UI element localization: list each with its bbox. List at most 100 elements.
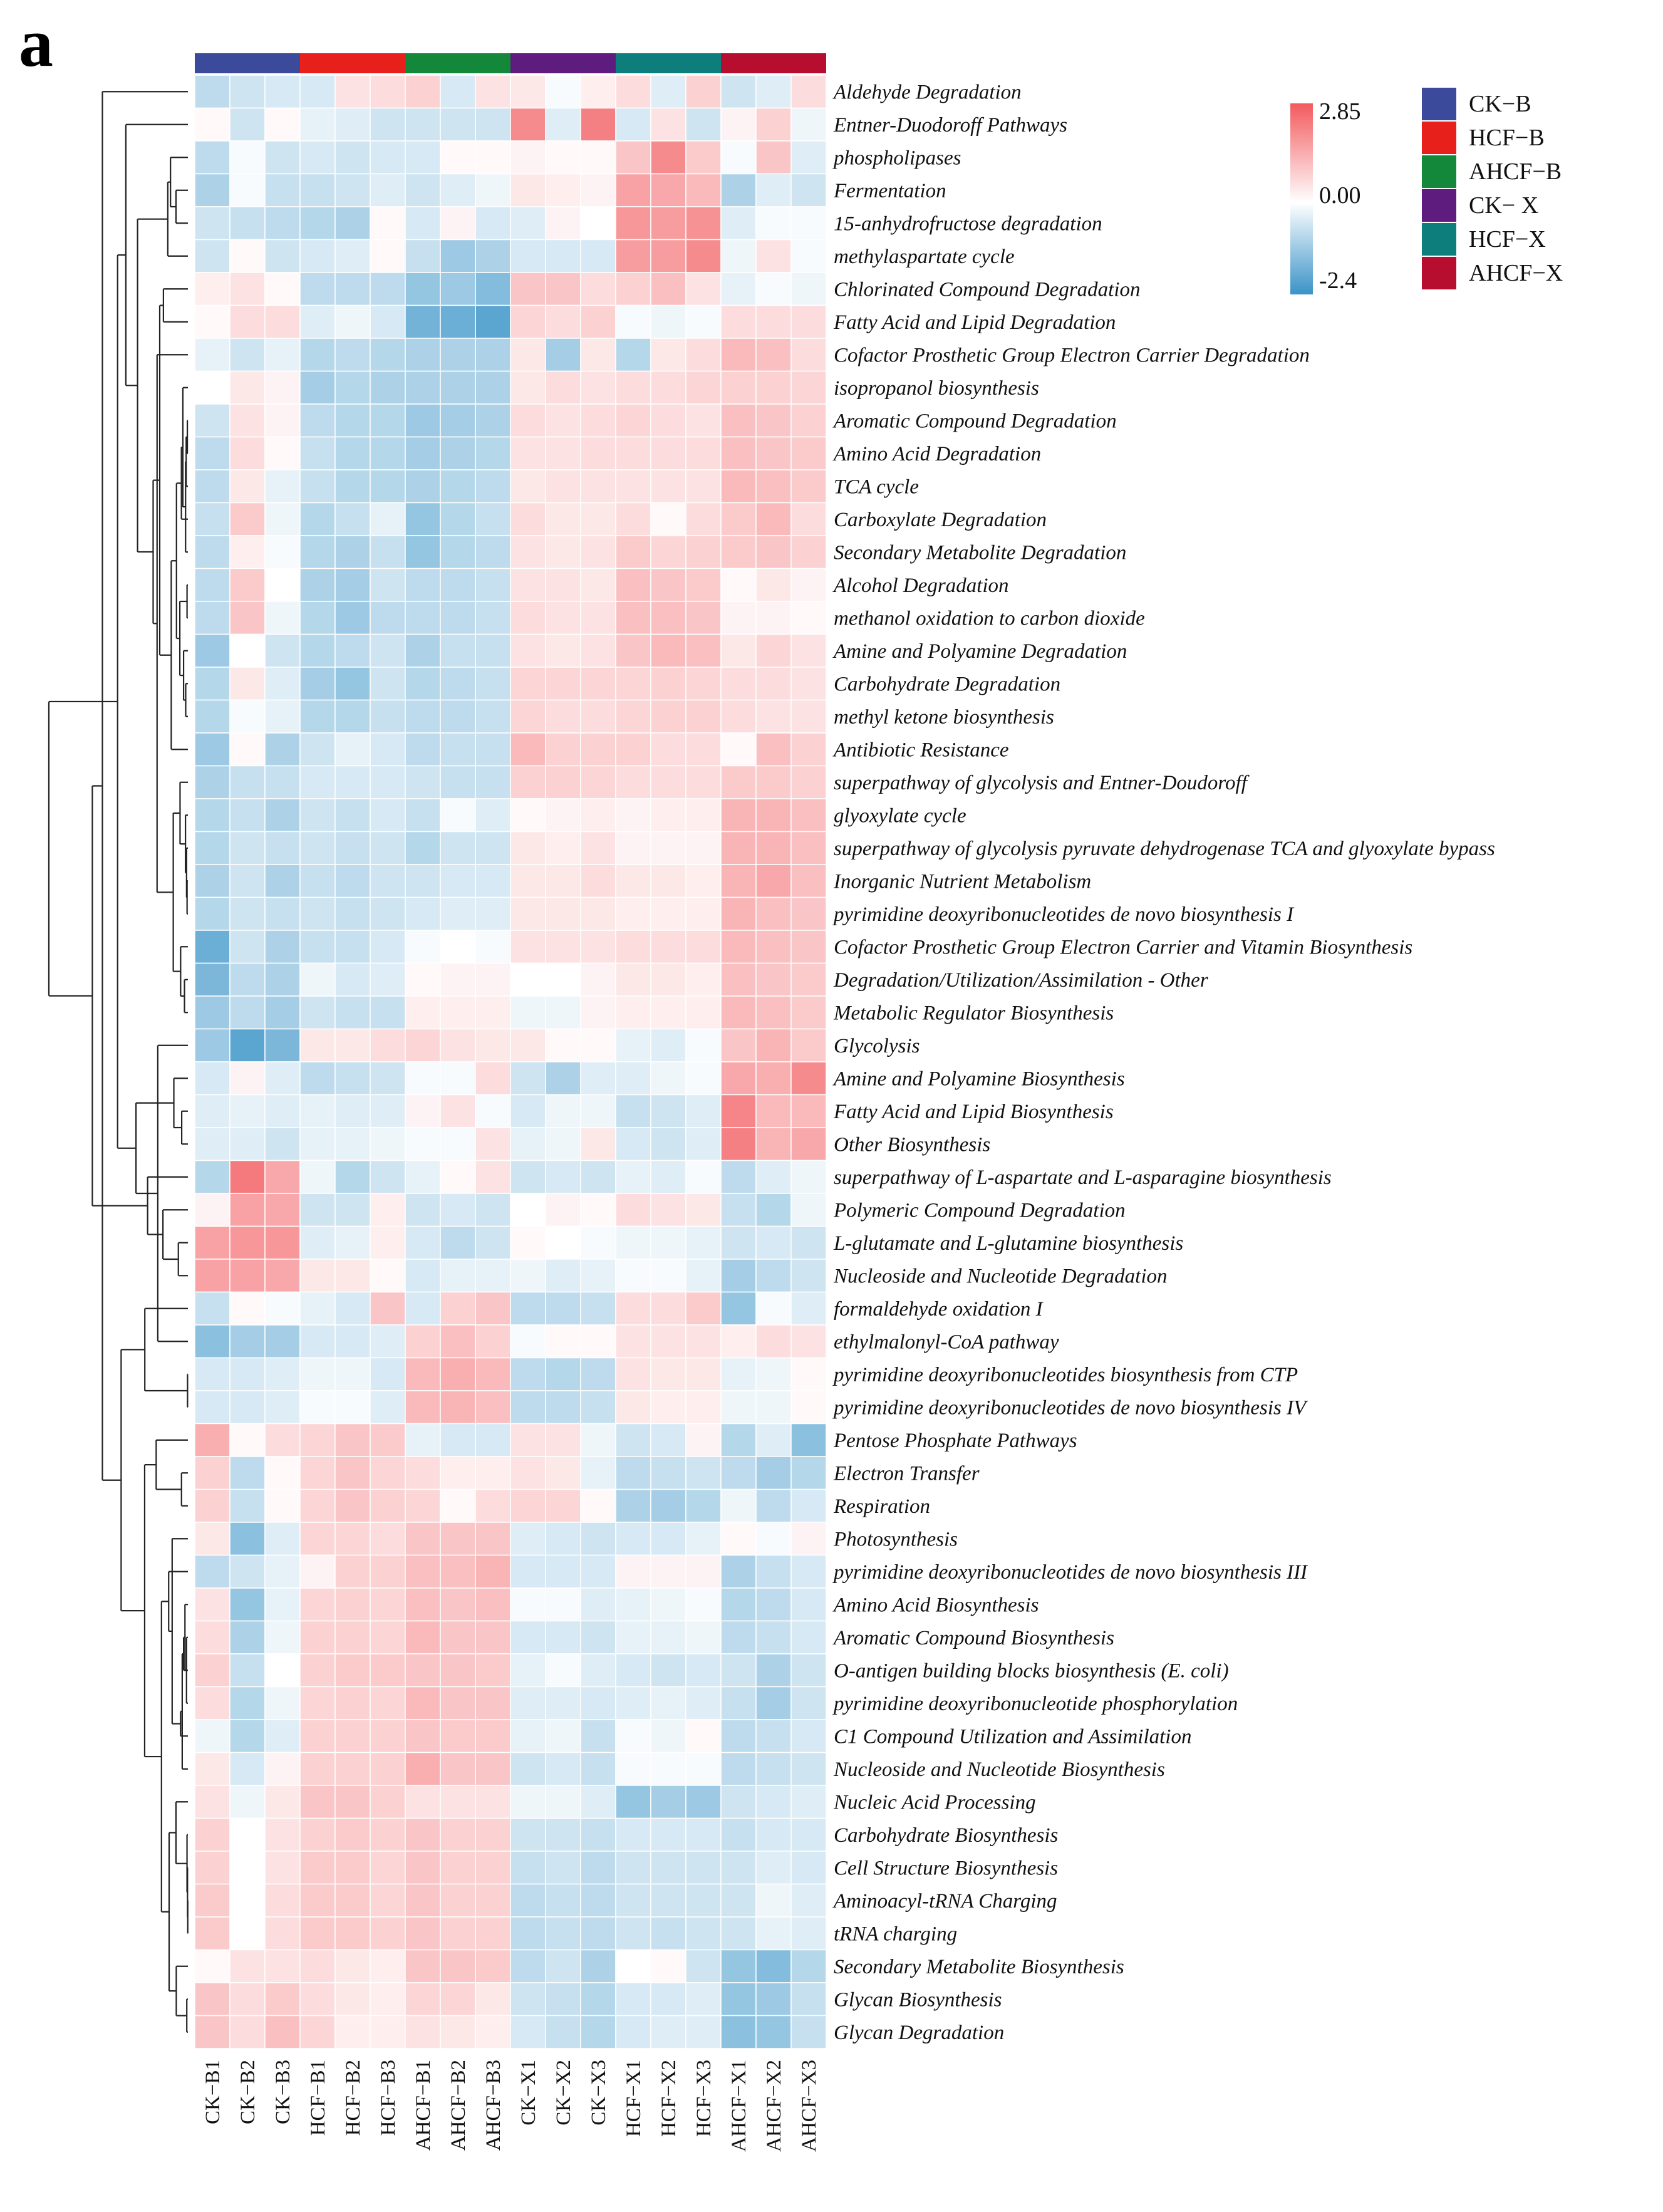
column-label: CK−B3 xyxy=(272,2060,294,2124)
heatmap-cell xyxy=(580,469,616,504)
heatmap-cell xyxy=(720,831,757,865)
heatmap-cell xyxy=(615,1851,651,1885)
heatmap-cell xyxy=(264,1324,301,1359)
heatmap-cell xyxy=(370,1259,406,1293)
heatmap-cell xyxy=(510,1225,546,1260)
heatmap-cell xyxy=(545,930,581,964)
heatmap-cell xyxy=(755,239,792,273)
column-label: HCF−X3 xyxy=(693,2060,715,2137)
heatmap-cell xyxy=(755,1620,792,1654)
heatmap-cell xyxy=(790,502,827,536)
heatmap-cell xyxy=(229,1456,266,1490)
heatmap-cell xyxy=(720,896,757,931)
heatmap-cell xyxy=(264,1193,301,1227)
row-label: Glycolysis xyxy=(834,1035,920,1057)
heatmap-cell xyxy=(299,469,336,504)
heatmap-cell xyxy=(405,930,441,964)
heatmap-cell xyxy=(580,338,616,372)
heatmap-cell xyxy=(580,1028,616,1062)
heatmap-cell xyxy=(650,1620,686,1654)
heatmap-cell xyxy=(194,403,231,438)
heatmap-cell xyxy=(790,304,827,339)
heatmap-cell xyxy=(580,1061,616,1096)
heatmap-cell xyxy=(194,1061,231,1096)
heatmap-cell xyxy=(755,436,792,470)
heatmap-cell xyxy=(299,1456,336,1490)
heatmap-cell xyxy=(405,732,441,767)
heatmap-cell xyxy=(229,2015,266,2049)
heatmap-cell xyxy=(510,798,546,833)
heatmap-cell xyxy=(440,699,476,734)
heatmap-cell xyxy=(370,601,406,635)
heatmap-cell xyxy=(405,2015,441,2049)
heatmap-cell xyxy=(370,140,406,175)
heatmap-cell xyxy=(194,1423,231,1457)
heatmap-cell xyxy=(510,699,546,734)
heatmap-cell xyxy=(405,667,441,701)
heatmap-cell xyxy=(650,1160,686,1194)
row-label: Cofactor Prosthetic Group Electron Carri… xyxy=(834,936,1412,958)
heatmap-cell xyxy=(790,633,827,668)
heatmap-cell xyxy=(334,2015,371,2049)
heatmap-cell xyxy=(405,1851,441,1885)
heatmap-cell xyxy=(264,1127,301,1161)
heatmap-cell xyxy=(755,1883,792,1918)
heatmap-cell xyxy=(755,1456,792,1490)
heatmap-cell xyxy=(334,667,371,701)
heatmap-cell xyxy=(545,272,581,306)
heatmap-cell xyxy=(264,1488,301,1523)
heatmap-cell xyxy=(299,1752,336,1786)
heatmap-cell xyxy=(580,403,616,438)
heatmap-cell xyxy=(405,304,441,339)
heatmap-cell xyxy=(440,1028,476,1062)
heatmap-cell xyxy=(440,864,476,898)
heatmap-cell xyxy=(755,1522,792,1556)
heatmap-cell xyxy=(440,535,476,569)
heatmap-cell xyxy=(194,930,231,964)
heatmap-cell xyxy=(650,403,686,438)
row-label: Aldehyde Degradation xyxy=(832,81,1022,103)
heatmap-cell xyxy=(194,1949,231,1983)
heatmap-cell xyxy=(615,1719,651,1753)
heatmap-cell xyxy=(790,568,827,602)
heatmap-cell xyxy=(580,1357,616,1391)
heatmap-cell xyxy=(615,1160,651,1194)
heatmap-cell xyxy=(405,896,441,931)
heatmap-cell xyxy=(720,699,757,734)
heatmap-cell xyxy=(264,633,301,668)
heatmap-cell xyxy=(580,239,616,273)
heatmap-cell xyxy=(580,732,616,767)
heatmap-cell xyxy=(545,140,581,175)
row-label: ethylmalonyl-CoA pathway xyxy=(834,1331,1059,1353)
heatmap-cell xyxy=(580,206,616,241)
heatmap-cell xyxy=(229,601,266,635)
row-label: Polymeric Compound Degradation xyxy=(833,1199,1126,1222)
heatmap-cell xyxy=(299,1094,336,1128)
heatmap-cell xyxy=(264,1686,301,1720)
heatmap-cell xyxy=(440,304,476,339)
heatmap-cell xyxy=(194,206,231,241)
heatmap-cell xyxy=(370,1785,406,1819)
heatmap-cell xyxy=(299,1488,336,1523)
heatmap-cell xyxy=(370,338,406,372)
heatmap-cell xyxy=(580,667,616,701)
heatmap-cell xyxy=(755,1423,792,1457)
heatmap-cell xyxy=(580,1324,616,1359)
row-label: Chlorinated Compound Degradation xyxy=(834,278,1141,301)
heatmap-cell xyxy=(475,1949,511,1983)
heatmap-cell xyxy=(405,469,441,504)
heatmap-cell xyxy=(264,1785,301,1819)
heatmap-cell xyxy=(299,864,336,898)
heatmap-cell xyxy=(650,1949,686,1983)
column-label: CK−B2 xyxy=(237,2060,259,2124)
heatmap-cell xyxy=(580,1259,616,1293)
heatmap-cell xyxy=(650,568,686,602)
heatmap-cell xyxy=(580,1160,616,1194)
heatmap-cell xyxy=(370,304,406,339)
heatmap-cell xyxy=(580,1094,616,1128)
heatmap-cell xyxy=(370,1522,406,1556)
column-label: AHCF−B1 xyxy=(412,2060,435,2151)
heatmap-cell xyxy=(580,2015,616,2049)
heatmap-cell xyxy=(510,272,546,306)
group-bar-segment xyxy=(616,53,721,73)
